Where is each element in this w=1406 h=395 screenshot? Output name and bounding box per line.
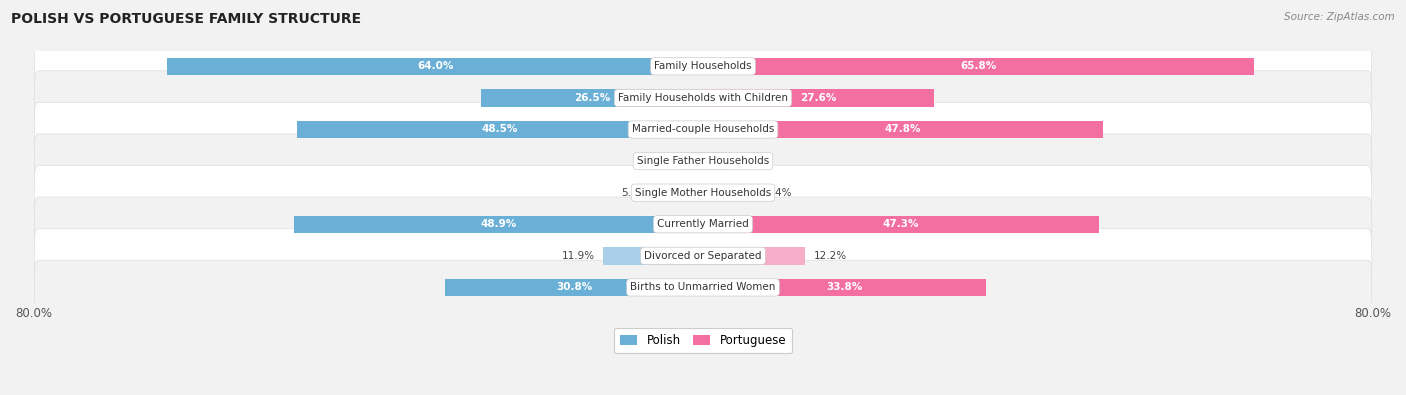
Text: 27.6%: 27.6% bbox=[800, 93, 837, 103]
Bar bbox=[703, 247, 806, 265]
FancyBboxPatch shape bbox=[34, 134, 1372, 188]
Text: 64.0%: 64.0% bbox=[418, 61, 453, 71]
Text: 5.6%: 5.6% bbox=[621, 188, 648, 198]
Text: 65.8%: 65.8% bbox=[960, 61, 997, 71]
Legend: Polish, Portuguese: Polish, Portuguese bbox=[613, 328, 793, 353]
Bar bbox=[294, 216, 703, 233]
FancyBboxPatch shape bbox=[34, 260, 1372, 314]
Bar bbox=[703, 58, 1254, 75]
Text: 2.5%: 2.5% bbox=[733, 156, 759, 166]
Bar bbox=[703, 279, 986, 296]
Text: 47.3%: 47.3% bbox=[883, 219, 920, 229]
Bar bbox=[703, 152, 724, 170]
Text: 47.8%: 47.8% bbox=[884, 124, 921, 135]
Text: Source: ZipAtlas.com: Source: ZipAtlas.com bbox=[1284, 12, 1395, 22]
Text: Family Households: Family Households bbox=[654, 61, 752, 71]
FancyBboxPatch shape bbox=[34, 197, 1372, 251]
Text: Married-couple Households: Married-couple Households bbox=[631, 124, 775, 135]
Bar bbox=[603, 247, 703, 265]
Text: 6.4%: 6.4% bbox=[765, 188, 792, 198]
Bar bbox=[703, 216, 1099, 233]
FancyBboxPatch shape bbox=[34, 102, 1372, 157]
Bar bbox=[657, 184, 703, 201]
Bar bbox=[703, 89, 934, 107]
Bar bbox=[481, 89, 703, 107]
FancyBboxPatch shape bbox=[34, 71, 1372, 125]
Bar bbox=[297, 121, 703, 138]
Bar bbox=[446, 279, 703, 296]
FancyBboxPatch shape bbox=[34, 166, 1372, 220]
Text: 48.5%: 48.5% bbox=[482, 124, 519, 135]
Text: Single Mother Households: Single Mother Households bbox=[636, 188, 770, 198]
Text: 33.8%: 33.8% bbox=[827, 282, 862, 292]
Text: 26.5%: 26.5% bbox=[574, 93, 610, 103]
Text: Divorced or Separated: Divorced or Separated bbox=[644, 251, 762, 261]
Bar bbox=[167, 58, 703, 75]
Text: 11.9%: 11.9% bbox=[562, 251, 595, 261]
Text: Births to Unmarried Women: Births to Unmarried Women bbox=[630, 282, 776, 292]
Text: Single Father Households: Single Father Households bbox=[637, 156, 769, 166]
Text: 30.8%: 30.8% bbox=[555, 282, 592, 292]
Bar bbox=[703, 121, 1104, 138]
Text: POLISH VS PORTUGUESE FAMILY STRUCTURE: POLISH VS PORTUGUESE FAMILY STRUCTURE bbox=[11, 12, 361, 26]
Text: 2.2%: 2.2% bbox=[650, 156, 676, 166]
Text: Family Households with Children: Family Households with Children bbox=[619, 93, 787, 103]
Text: 48.9%: 48.9% bbox=[481, 219, 516, 229]
Text: 12.2%: 12.2% bbox=[814, 251, 846, 261]
Bar bbox=[685, 152, 703, 170]
Text: Currently Married: Currently Married bbox=[657, 219, 749, 229]
Bar bbox=[703, 184, 756, 201]
FancyBboxPatch shape bbox=[34, 229, 1372, 283]
FancyBboxPatch shape bbox=[34, 39, 1372, 94]
